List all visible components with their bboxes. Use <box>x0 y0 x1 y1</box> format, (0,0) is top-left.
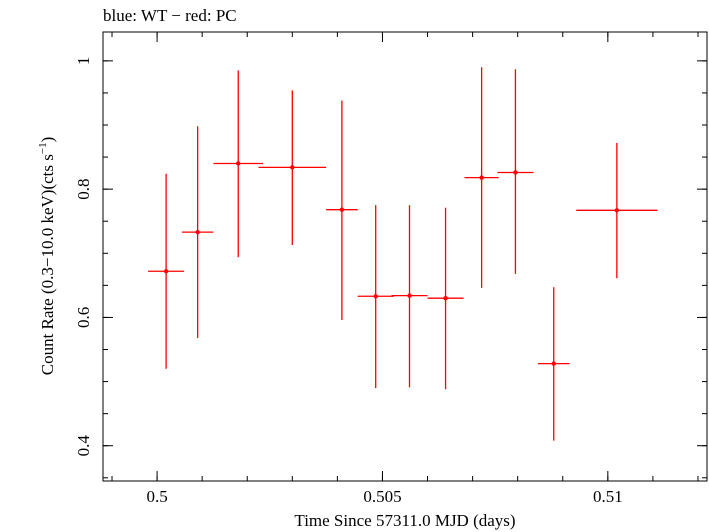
data-marker <box>339 207 345 212</box>
data-points <box>148 67 658 441</box>
data-marker <box>479 175 484 180</box>
data-marker <box>407 293 412 298</box>
x-tick-label: 0.5 <box>146 487 167 506</box>
plot-frame <box>102 31 708 482</box>
data-point <box>537 287 570 441</box>
data-marker <box>443 295 448 301</box>
chart-title: blue: WT − red: PC <box>103 6 237 25</box>
data-point <box>148 173 185 369</box>
x-axis-ticks: 0.5 0.505 0.51 <box>111 32 699 506</box>
y-axis-label-close: ) <box>38 137 57 143</box>
data-marker <box>163 269 169 274</box>
data-marker <box>513 170 518 175</box>
data-point <box>181 126 214 338</box>
data-marker <box>290 165 295 170</box>
data-marker <box>373 294 378 299</box>
y-tick-label: 0.4 <box>74 435 93 457</box>
data-point <box>258 90 327 245</box>
x-tick-label: 0.505 <box>363 487 401 506</box>
y-tick-label: 0.6 <box>74 307 93 328</box>
y-axis-label-superscript: −1 <box>37 142 49 154</box>
data-point <box>427 207 464 390</box>
x-tick-label: 0.51 <box>593 487 623 506</box>
data-point <box>497 69 534 274</box>
y-axis-label: Count Rate (0.3−10.0 keV)(cts s−1) <box>37 137 57 376</box>
data-point <box>391 205 428 388</box>
data-point <box>576 142 658 279</box>
data-marker <box>236 161 241 166</box>
y-tick-label: 1 <box>74 57 93 66</box>
data-marker <box>195 229 200 235</box>
data-point <box>357 205 394 388</box>
y-axis-label-main: Count Rate (0.3−10.0 keV)(cts s <box>38 154 57 375</box>
y-axis-ticks: 0.4 0.6 0.8 1 <box>74 57 707 479</box>
data-marker <box>614 208 620 213</box>
data-point <box>464 67 499 288</box>
data-point <box>213 70 264 258</box>
y-tick-label: 0.8 <box>74 179 93 200</box>
data-marker <box>551 361 556 366</box>
x-axis-label: Time Since 57311.0 MJD (days) <box>294 511 515 530</box>
data-point <box>326 100 358 321</box>
